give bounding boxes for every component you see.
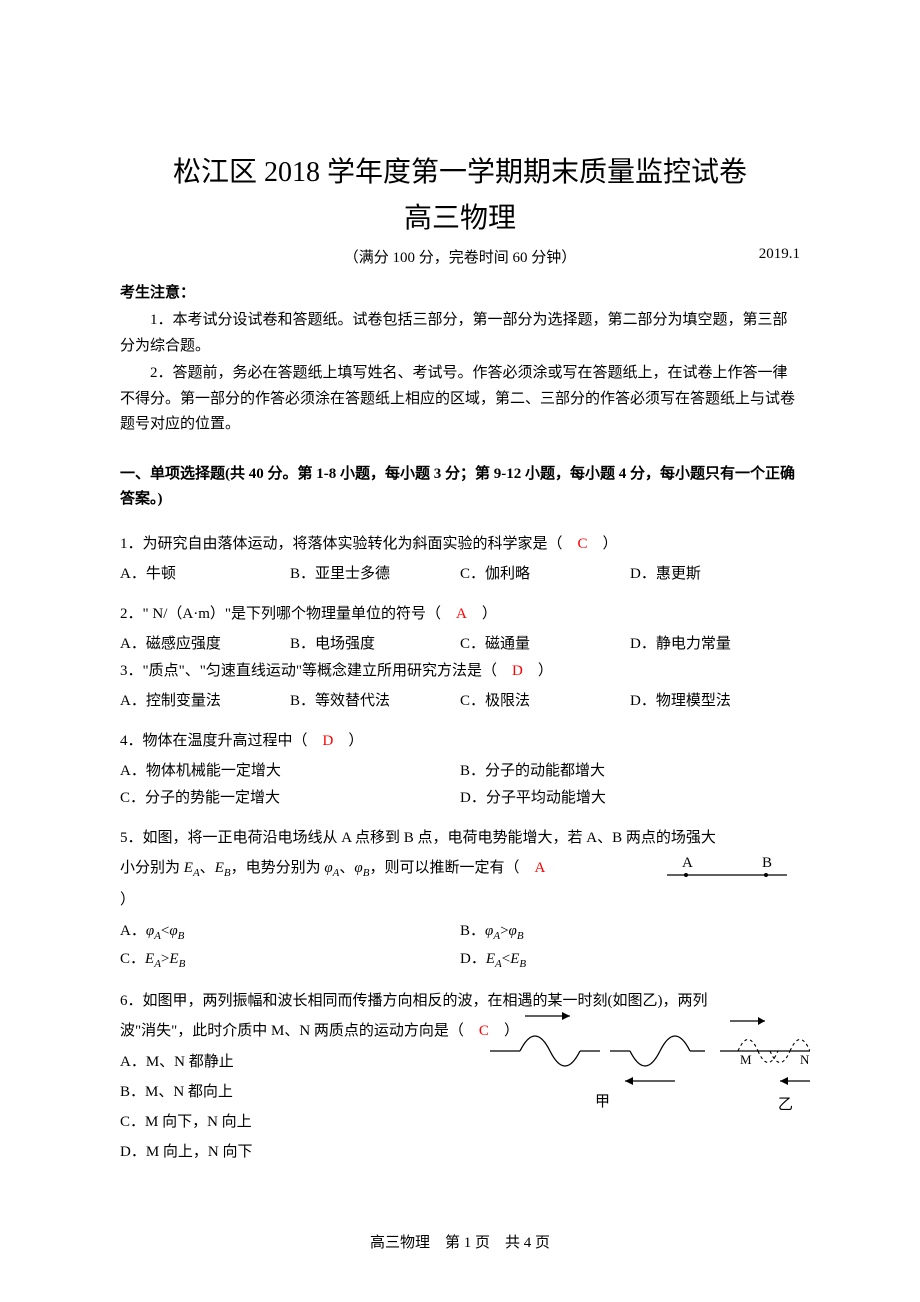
q4-options-row2: C．分子的势能一定增大 D．分子平均动能增大: [120, 785, 800, 811]
q2-optA: A．磁感应强度: [120, 631, 290, 657]
notice-heading: 考生注意：: [120, 281, 800, 302]
q1-optA: A．牛顿: [120, 561, 290, 587]
notice-p2: 2．答题前，务必在答题纸上填写姓名、考试号。作答必须涂或写在答题纸上，在试卷上作…: [120, 361, 800, 438]
q5-options-row1: A．φA<φB B．φA>φB: [120, 918, 800, 946]
question-1: 1．为研究自由落体运动，将落体实验转化为斜面实验的科学家是（ C ） A．牛顿 …: [120, 531, 800, 588]
q6-answer: C: [479, 1023, 489, 1039]
q4-answer: D: [323, 733, 334, 749]
q2-optD: D．静电力常量: [630, 631, 800, 657]
q5-l2d: 、: [339, 860, 354, 876]
q1-stem-b: ）: [588, 536, 618, 552]
q3-optC: C．极限法: [460, 688, 630, 714]
q5-l2c: ，电势分别为: [231, 860, 325, 876]
q2-optC: C．磁通量: [460, 631, 630, 657]
exam-date: 2019.1: [759, 246, 800, 263]
question-3: 3．"质点"、"匀速直线运动"等概念建立所用研究方法是（ D ） A．控制变量法…: [120, 658, 800, 715]
q4-optD: D．分子平均动能增大: [460, 785, 800, 811]
q4-options-row1: A．物体机械能一定增大 B．分子的动能都增大: [120, 758, 800, 784]
q4-optB: B．分子的动能都增大: [460, 758, 800, 784]
q4-stem-b: ）: [333, 733, 363, 749]
score-time: （满分 100 分，完卷时间 60 分钟）: [344, 250, 577, 266]
q2-stem-a: 2．" N/（A·m）"是下列哪个物理量单位的符号（: [120, 606, 456, 622]
q6-label-yi: 乙: [778, 1097, 793, 1113]
q2-answer: A: [456, 606, 467, 622]
q5-EA: EA: [184, 860, 200, 876]
q1-optC: C．伽利略: [460, 561, 630, 587]
q2-options: A．磁感应强度 B．电场强度 C．磁通量 D．静电力常量: [120, 631, 800, 657]
q3-stem-b: ）: [523, 663, 553, 679]
q1-optB: B．亚里士多德: [290, 561, 460, 587]
q3-answer: D: [512, 663, 523, 679]
q5-l2e: ，则可以推断一定有（: [369, 860, 534, 876]
q5-l2b: 、: [200, 860, 215, 876]
q4-optA: A．物体机械能一定增大: [120, 758, 460, 784]
q5-EB: EB: [215, 860, 231, 876]
q6-label-N: N: [800, 1052, 810, 1067]
page-footer: 高三物理 第 1 页 共 4 页: [0, 1231, 920, 1252]
q1-optD: D．惠更斯: [630, 561, 800, 587]
q3-optA: A．控制变量法: [120, 688, 290, 714]
q6-figure: 甲 M N 乙: [490, 1006, 810, 1116]
q5-l2a: 小分别为: [120, 860, 184, 876]
q1-options: A．牛顿 B．亚里士多德 C．伽利略 D．惠更斯: [120, 561, 800, 587]
q5-answer: A: [534, 860, 545, 876]
q1-stem-a: 1．为研究自由落体运动，将落体实验转化为斜面实验的科学家是（: [120, 536, 578, 552]
q4-stem-a: 4．物体在温度升高过程中（: [120, 733, 323, 749]
q1-answer: C: [578, 536, 588, 552]
q5-figure: A B: [662, 855, 792, 885]
q3-optB: B．等效替代法: [290, 688, 460, 714]
question-6: 6．如图甲，两列振幅和波长相同而传播方向相反的波，在相遇的某一时刻(如图乙)，两…: [120, 988, 800, 1166]
q6-optD: D．M 向上，N 向下: [120, 1139, 800, 1165]
q6-label-M: M: [740, 1052, 752, 1067]
q6-fig-yi: M N 乙: [720, 1017, 810, 1113]
q2-optB: B．电场强度: [290, 631, 460, 657]
title-main: 松江区 2018 学年度第一学期期末质量监控试卷: [120, 150, 800, 190]
q5-phiA: φA: [324, 860, 339, 876]
question-2: 2．" N/（A·m）"是下列哪个物理量单位的符号（ A ） A．磁感应强度 B…: [120, 601, 800, 658]
q5-optB: B．φA>φB: [460, 918, 800, 946]
title-sub: 高三物理: [120, 196, 800, 236]
notice-p1: 1．本考试分设试卷和答题纸。试卷包括三部分，第一部分为选择题，第二部分为填空题，…: [120, 308, 800, 359]
q5-fig-A: A: [682, 855, 693, 871]
q6-label-jia: 甲: [595, 1094, 610, 1110]
q5-optD: D．EA<EB: [460, 946, 800, 974]
q3-options: A．控制变量法 B．等效替代法 C．极限法 D．物理模型法: [120, 688, 800, 714]
q3-optD: D．物理模型法: [630, 688, 800, 714]
q6-l2a: 波"消失"，此时介质中 M、N 两质点的运动方向是（: [120, 1023, 479, 1039]
section1-heading: 一、单项选择题(共 40 分。第 1-8 小题，每小题 3 分；第 9-12 小…: [120, 462, 800, 513]
q5-options-row2: C．EA>EB D．EA<EB: [120, 946, 800, 974]
question-4: 4．物体在温度升高过程中（ D ） A．物体机械能一定增大 B．分子的动能都增大…: [120, 728, 800, 811]
meta-row: （满分 100 分，完卷时间 60 分钟） 2019.1: [120, 246, 800, 267]
q5-fig-B: B: [762, 855, 772, 871]
q5-phiB: φB: [354, 860, 369, 876]
q5-optA: A．φA<φB: [120, 918, 460, 946]
q5-optC: C．EA>EB: [120, 946, 460, 974]
q6-fig-jia: 甲: [490, 1012, 705, 1110]
q4-optC: C．分子的势能一定增大: [120, 785, 460, 811]
q5-line1: 5．如图，将一正电荷沿电场线从 A 点移到 B 点，电荷电势能增大，若 A、B …: [120, 825, 800, 851]
q3-stem-a: 3．"质点"、"匀速直线运动"等概念建立所用研究方法是（: [120, 663, 512, 679]
q2-stem-b: ）: [467, 606, 497, 622]
q5-line3: ）: [120, 887, 800, 913]
question-5: 5．如图，将一正电荷沿电场线从 A 点移到 B 点，电荷电势能增大，若 A、B …: [120, 825, 800, 974]
